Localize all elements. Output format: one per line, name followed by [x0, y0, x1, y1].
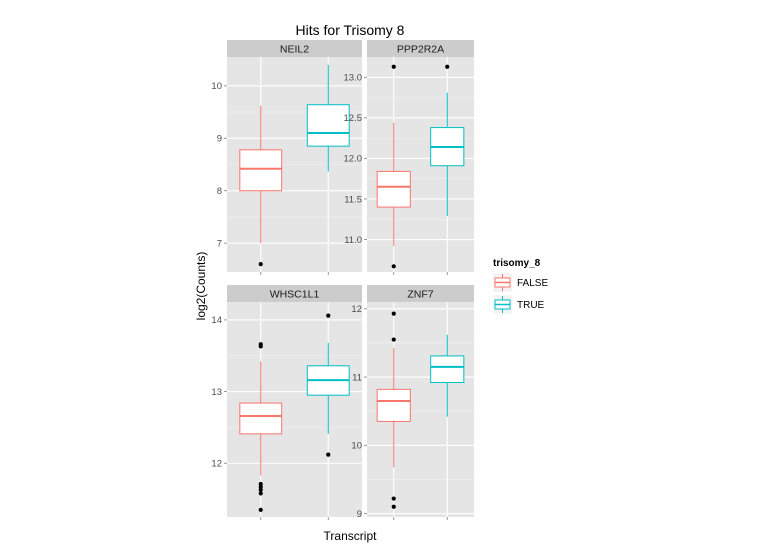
y-tick-label: 8: [217, 186, 222, 197]
y-tick-label: 12: [351, 304, 362, 315]
y-tick-label: 11.5: [344, 194, 362, 205]
legend-label-true: TRUE: [517, 300, 545, 311]
y-tick-label: 13: [211, 387, 222, 398]
box-iqr: [430, 355, 465, 384]
y-tick-label: 10: [211, 81, 222, 92]
y-tick-label: 7: [217, 238, 222, 249]
box-neil2-true: [306, 64, 350, 172]
panel-whsc1l1: WHSC1L1 12 13 14: [211, 285, 362, 520]
strip-label-neil2: NEIL2: [280, 44, 309, 56]
y-tick-label: 12: [211, 459, 222, 470]
box-iqr: [239, 149, 283, 192]
outlier-point: [258, 342, 263, 347]
box-iqr: [376, 388, 411, 422]
strip-whsc1l1: [227, 285, 362, 302]
y-tick-label: 11.0: [344, 235, 362, 246]
box-iqr: [306, 104, 350, 147]
box-ppp2r2a-true: [430, 64, 465, 217]
y-tick-label: 14: [211, 315, 222, 326]
outlier-point: [391, 504, 396, 509]
y-tick-label: 11: [352, 372, 362, 383]
outlier-point: [391, 311, 396, 316]
y-tick-label: 9: [357, 509, 362, 520]
strip-znf7: [367, 285, 474, 302]
facet-panels: NEIL2 7 8 9 10 PPP2R2A 11.0 11.5 12.0 12.5 13.0 WHS…: [211, 40, 474, 520]
strip-label-znf7: ZNF7: [407, 289, 433, 301]
outlier-point: [391, 64, 396, 69]
outlier-point: [445, 64, 450, 69]
y-axis-label: log2(Counts): [194, 252, 208, 321]
legend-item-true: TRUE: [492, 294, 545, 315]
outlier-point: [258, 491, 263, 496]
outlier-point: [326, 313, 331, 318]
strip-label-ppp2r2a: PPP2R2A: [397, 44, 444, 56]
panel-znf7: ZNF7 9 10 11 12: [351, 285, 474, 520]
y-tick-label: 13.0: [344, 73, 363, 84]
outlier-point: [391, 264, 396, 269]
chart-title: Hits for Trisomy 8: [296, 22, 405, 38]
strip-ppp2r2a: [367, 40, 474, 57]
box-iqr: [376, 170, 411, 208]
strip-label-whsc1l1: WHSC1L1: [270, 289, 320, 301]
outlier-point: [258, 507, 263, 512]
y-tick-label: 10: [351, 441, 362, 452]
panel-neil2: NEIL2 7 8 9 10: [211, 40, 362, 275]
panel-ppp2r2a: PPP2R2A 11.0 11.5 12.0 12.5 13.0: [344, 40, 474, 275]
box-whsc1l1-true: [306, 313, 350, 457]
legend-label-false: FALSE: [517, 278, 548, 289]
legend: trisomy_8 FALSE TRUE: [492, 258, 548, 315]
outlier-point: [258, 481, 263, 487]
x-axis-label: Transcript: [324, 529, 378, 543]
box-ppp2r2a-false: [376, 64, 411, 269]
box-znf7-false: [376, 311, 411, 509]
box-neil2-false: [239, 105, 283, 267]
box-whsc1l1-false: [239, 342, 283, 512]
legend-title: trisomy_8: [493, 258, 541, 269]
y-tick-label: 12.5: [344, 113, 363, 124]
box-iqr: [239, 402, 283, 435]
outlier-point: [391, 496, 396, 501]
outlier-point: [391, 337, 396, 342]
y-tick-label: 12.0: [344, 154, 363, 165]
strip-neil2: [227, 40, 362, 57]
outlier-point: [326, 452, 331, 457]
y-tick-label: 9: [217, 134, 222, 145]
box-znf7-true: [430, 334, 465, 417]
legend-item-false: FALSE: [492, 272, 548, 293]
outlier-point: [258, 262, 263, 267]
